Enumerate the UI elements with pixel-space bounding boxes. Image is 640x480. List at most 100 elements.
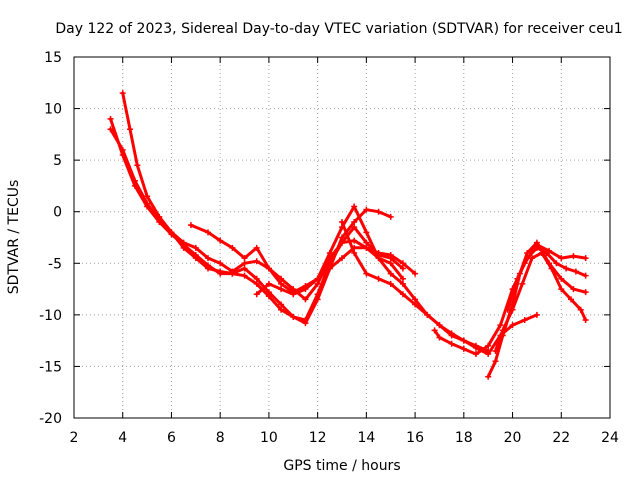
- data-point: [205, 229, 211, 236]
- y-tick-label: -20: [39, 411, 62, 427]
- data-point: [187, 222, 194, 229]
- data-point: [448, 330, 455, 337]
- data-point: [241, 272, 248, 279]
- data-point: [533, 244, 540, 251]
- data-point: [412, 270, 419, 277]
- data-point: [205, 255, 211, 262]
- series-arc-5: [253, 203, 492, 354]
- data-point: [577, 306, 584, 313]
- data-point: [144, 193, 151, 200]
- data-point: [278, 286, 285, 293]
- data-point: [351, 203, 358, 210]
- series-line: [255, 205, 490, 353]
- data-point: [375, 255, 382, 262]
- data-point: [363, 239, 370, 246]
- data-point: [339, 234, 345, 241]
- y-tick-label: -15: [39, 359, 62, 375]
- data-point: [339, 255, 345, 262]
- data-point: [570, 286, 577, 293]
- data-point: [302, 317, 309, 324]
- data-point: [399, 291, 406, 298]
- data-point: [524, 255, 531, 262]
- y-tick-label: 0: [53, 205, 62, 221]
- data-point: [119, 90, 126, 97]
- data-point: [192, 244, 199, 251]
- series-line: [433, 243, 588, 356]
- data-point: [278, 301, 285, 308]
- data-point: [131, 177, 138, 184]
- x-tick-label: 14: [357, 430, 375, 446]
- data-point: [119, 146, 126, 153]
- data-point: [568, 296, 575, 303]
- data-point: [253, 275, 260, 282]
- data-point: [492, 347, 499, 354]
- data-point: [570, 253, 577, 260]
- data-point: [229, 270, 236, 277]
- series-arc-4: [187, 222, 419, 296]
- data-point: [543, 249, 550, 256]
- data-point: [473, 344, 479, 351]
- data-point: [314, 275, 321, 282]
- data-point: [217, 237, 224, 244]
- data-point: [492, 358, 499, 365]
- data-point: [533, 311, 540, 318]
- data-point: [144, 200, 151, 207]
- data-point: [253, 291, 260, 298]
- y-tick-label: -5: [48, 256, 62, 272]
- data-point: [387, 260, 394, 267]
- data-point: [553, 260, 560, 267]
- data-point: [253, 258, 260, 265]
- data-point: [387, 270, 394, 277]
- x-tick-label: 4: [118, 430, 127, 446]
- data-point: [375, 275, 382, 282]
- data-point: [326, 265, 333, 272]
- data-point: [351, 237, 358, 244]
- data-point: [278, 306, 285, 313]
- data-point: [558, 255, 565, 262]
- data-point: [339, 239, 345, 246]
- data-point: [504, 306, 511, 313]
- y-tick-label: 10: [44, 102, 62, 118]
- y-tick-label: 15: [44, 50, 62, 66]
- data-point: [278, 280, 285, 287]
- series-arc-10: [504, 244, 589, 313]
- x-tick-label: 22: [552, 430, 570, 446]
- x-tick-label: 18: [455, 430, 473, 446]
- data-point: [548, 265, 555, 272]
- x-tick-label: 16: [406, 430, 424, 446]
- data-point: [387, 280, 394, 287]
- data-point: [180, 239, 187, 246]
- series-arc-9: [492, 249, 589, 354]
- data-point: [363, 270, 370, 277]
- data-point: [180, 244, 187, 251]
- data-point: [582, 272, 589, 279]
- y-tick-label: 5: [53, 153, 62, 169]
- data-point: [485, 373, 492, 380]
- y-tick-label: -10: [39, 308, 62, 324]
- x-tick-label: 8: [216, 430, 225, 446]
- data-point: [205, 265, 211, 272]
- data-point: [290, 291, 297, 298]
- x-tick-label: 20: [504, 430, 522, 446]
- data-point: [192, 255, 199, 262]
- data-point: [314, 280, 321, 287]
- data-point: [363, 244, 370, 251]
- x-tick-label: 2: [70, 430, 79, 446]
- data-point: [265, 265, 272, 272]
- data-point: [582, 317, 589, 324]
- data-point: [302, 296, 309, 303]
- data-point: [326, 249, 333, 256]
- data-point: [217, 260, 224, 267]
- data-point: [424, 311, 431, 318]
- data-point: [278, 275, 285, 282]
- data-point: [314, 291, 321, 298]
- data-point: [509, 322, 516, 329]
- data-point: [241, 260, 248, 267]
- data-point: [265, 280, 272, 287]
- plot-frame: [73, 56, 611, 419]
- data-point: [253, 244, 260, 251]
- data-point: [497, 322, 504, 329]
- data-point: [107, 115, 114, 122]
- data-point: [412, 296, 419, 303]
